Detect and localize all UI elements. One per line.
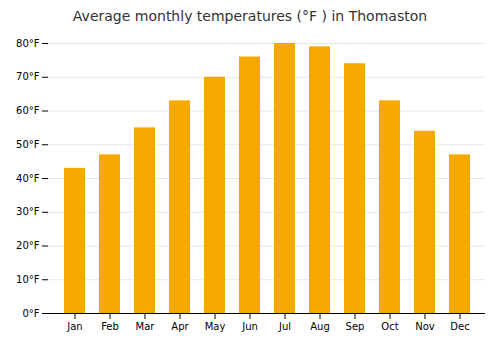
svg-text:30°F: 30°F bbox=[16, 206, 40, 217]
html-text:Average monthly temperatures (: Average monthly temperatures (°F ) in Th… bbox=[72, 8, 428, 24]
svg-text:60°F: 60°F bbox=[16, 105, 40, 116]
svg-text:Mar: Mar bbox=[136, 321, 156, 332]
svg-text:Aug: Aug bbox=[310, 321, 330, 332]
svg-text:80°F: 80°F bbox=[16, 38, 40, 49]
svg-text:70°F: 70°F bbox=[16, 71, 40, 82]
svg-text:50°F: 50°F bbox=[16, 139, 40, 150]
svg-text:Oct: Oct bbox=[381, 321, 398, 332]
svg-text:Feb: Feb bbox=[101, 321, 119, 332]
svg-text:Jul: Jul bbox=[278, 321, 291, 332]
svg-text:Apr: Apr bbox=[171, 321, 189, 332]
svg-text:May: May bbox=[205, 321, 226, 332]
svg-text:Sep: Sep bbox=[346, 321, 365, 332]
svg-text:Jan: Jan bbox=[66, 321, 82, 332]
svg-text:10°F: 10°F bbox=[16, 274, 40, 285]
svg-text:Dec: Dec bbox=[450, 321, 469, 332]
svg-text:0°F: 0°F bbox=[22, 308, 39, 319]
svg-text:20°F: 20°F bbox=[16, 240, 40, 251]
svg-text:40°F: 40°F bbox=[16, 173, 40, 184]
svg-text:Jun: Jun bbox=[241, 321, 258, 332]
svg-text:Nov: Nov bbox=[415, 321, 435, 332]
